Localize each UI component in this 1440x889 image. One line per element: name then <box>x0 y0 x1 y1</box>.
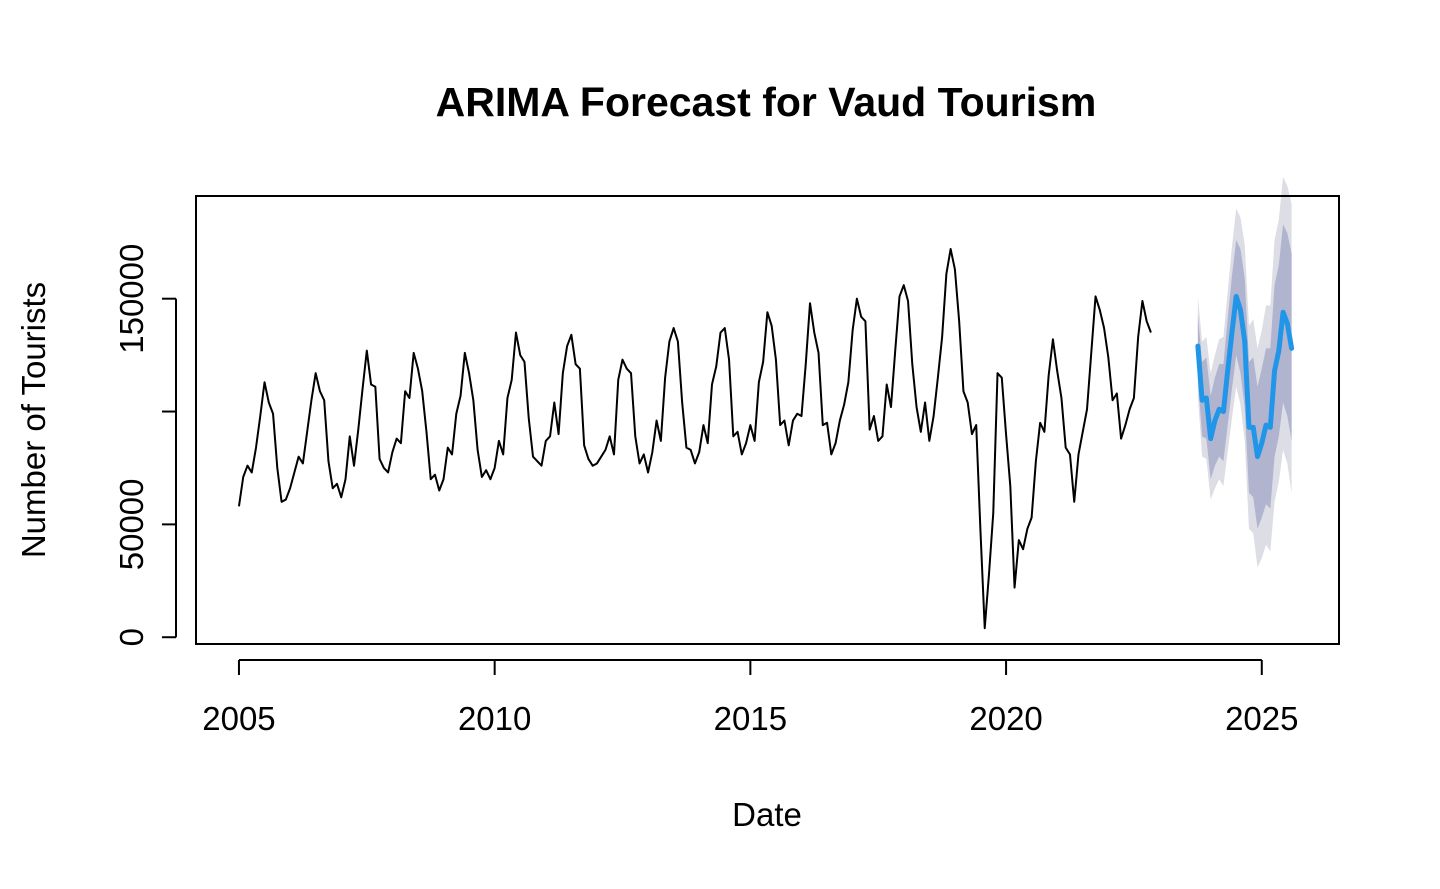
x-axis-title: Date <box>732 796 802 833</box>
y-axis: 0 50000 150000 <box>113 244 177 646</box>
y-tick-label: 50000 <box>113 478 150 570</box>
x-tick-label: 2020 <box>969 700 1042 737</box>
x-tick-label: 2010 <box>458 700 531 737</box>
plot-frame <box>195 195 1340 645</box>
x-axis: 2005 2010 2015 2020 2025 <box>202 659 1298 737</box>
x-tick-label: 2025 <box>1225 700 1298 737</box>
series-lines <box>237 248 1295 630</box>
observed-series-line <box>237 248 1152 630</box>
x-tick-label: 2015 <box>714 700 787 737</box>
chart-title: ARIMA Forecast for Vaud Tourism <box>436 79 1097 125</box>
forecast-series-line <box>1195 293 1295 460</box>
y-tick-label: 0 <box>113 628 150 646</box>
x-tick-label: 2005 <box>202 700 275 737</box>
y-tick-label: 150000 <box>113 244 150 354</box>
y-axis-title: Number of Tourists <box>15 282 52 558</box>
